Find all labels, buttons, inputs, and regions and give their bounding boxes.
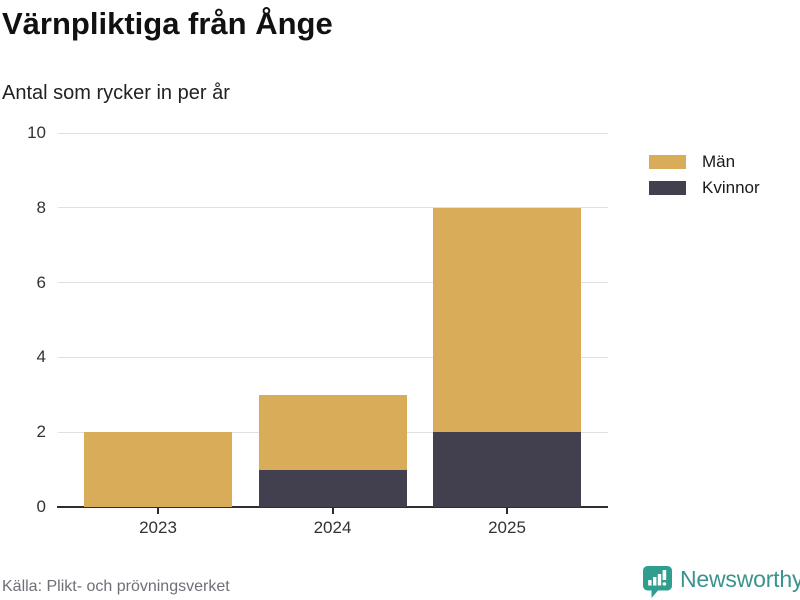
chart-title: Värnpliktiga från Ånge: [2, 6, 333, 41]
x-tick-label-2025: 2025: [488, 518, 526, 537]
legend: Män Kvinnor: [649, 149, 760, 201]
x-tick-label-2023: 2023: [139, 518, 177, 537]
gridline-6: [58, 282, 608, 284]
source-note: Källa: Plikt- och prövningsverket: [2, 578, 230, 595]
bar-2024-kvinnor: [258, 469, 407, 507]
x-tick-2025: [506, 508, 508, 514]
legend-label: Män: [702, 152, 736, 171]
y-tick-label-8: 8: [36, 197, 46, 217]
bar-2023-man: [84, 432, 232, 507]
legend-swatch: [649, 181, 686, 195]
gridline-8: [58, 207, 608, 209]
y-tick-label-6: 6: [36, 272, 46, 292]
bar-2025-kvinnor: [433, 432, 581, 507]
chart-subtitle: Antal som rycker in per år: [2, 82, 230, 104]
y-tick-label-4: 4: [36, 347, 46, 367]
gridline-4: [58, 356, 608, 358]
newsworthy-speech-bubble-chart-icon: [643, 566, 672, 598]
y-tick-label-2: 2: [36, 422, 46, 442]
bar-2025-man: [433, 207, 581, 433]
newsworthy-wordmark: Newsworthy: [680, 565, 800, 592]
gridline-10: [58, 132, 608, 134]
y-tick-label-0: 0: [36, 497, 46, 516]
x-tick-2023: [157, 508, 159, 514]
legend-item-kvinnor: Kvinnor: [649, 175, 760, 201]
newsworthy-logo: Newsworthy: [642, 565, 800, 599]
x-axis-line: [57, 506, 608, 508]
y-tick-label-10: 10: [27, 123, 46, 142]
x-tick-label-2024: 2024: [313, 518, 352, 537]
legend-label: Kvinnor: [702, 178, 760, 197]
legend-item-man: Män: [649, 149, 760, 175]
legend-swatch: [649, 155, 686, 169]
x-tick-2024: [331, 508, 334, 514]
bar-2024-man: [258, 394, 407, 470]
